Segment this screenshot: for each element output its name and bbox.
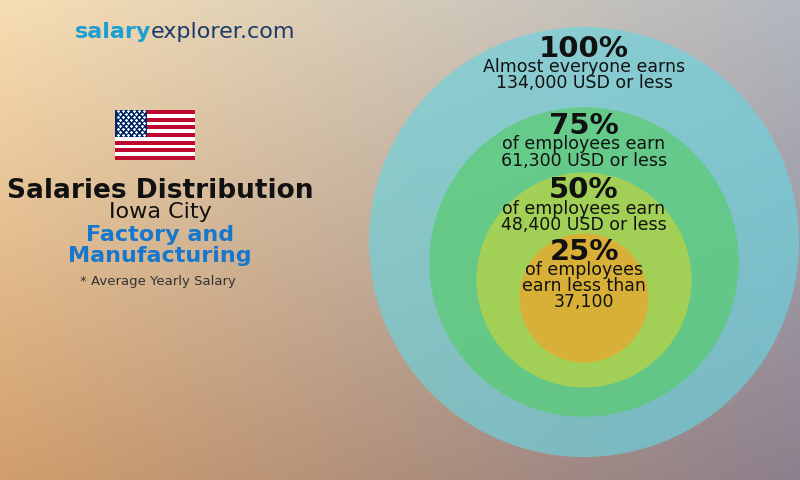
Bar [115,156,195,160]
Bar [115,141,195,144]
Bar [115,148,195,152]
Bar [115,110,195,114]
Text: 75%: 75% [549,112,619,140]
Bar [115,110,147,137]
Text: 134,000 USD or less: 134,000 USD or less [495,74,673,92]
Circle shape [477,172,691,387]
Text: 37,100: 37,100 [554,293,614,311]
Text: Iowa City: Iowa City [109,202,211,222]
Circle shape [519,233,649,362]
Bar [115,125,195,129]
Text: 100%: 100% [539,35,629,63]
Bar [115,118,195,121]
Text: * Average Yearly Salary: * Average Yearly Salary [80,275,236,288]
Circle shape [430,107,739,417]
Text: 25%: 25% [550,238,618,265]
Text: Almost everyone earns: Almost everyone earns [483,58,685,76]
Text: earn less than: earn less than [522,277,646,295]
Circle shape [369,27,799,457]
Bar [115,110,195,160]
Text: of employees earn: of employees earn [502,200,666,217]
Text: 61,300 USD or less: 61,300 USD or less [501,152,667,169]
Text: explorer.com: explorer.com [151,22,295,42]
Text: of employees: of employees [525,261,643,278]
Text: salary: salary [75,22,151,42]
Text: 50%: 50% [549,177,619,204]
Text: Manufacturing: Manufacturing [68,246,252,266]
Text: Salaries Distribution: Salaries Distribution [6,178,314,204]
Text: 48,400 USD or less: 48,400 USD or less [501,216,667,234]
Text: Factory and: Factory and [86,225,234,245]
Bar [115,133,195,137]
Text: of employees earn: of employees earn [502,135,666,153]
